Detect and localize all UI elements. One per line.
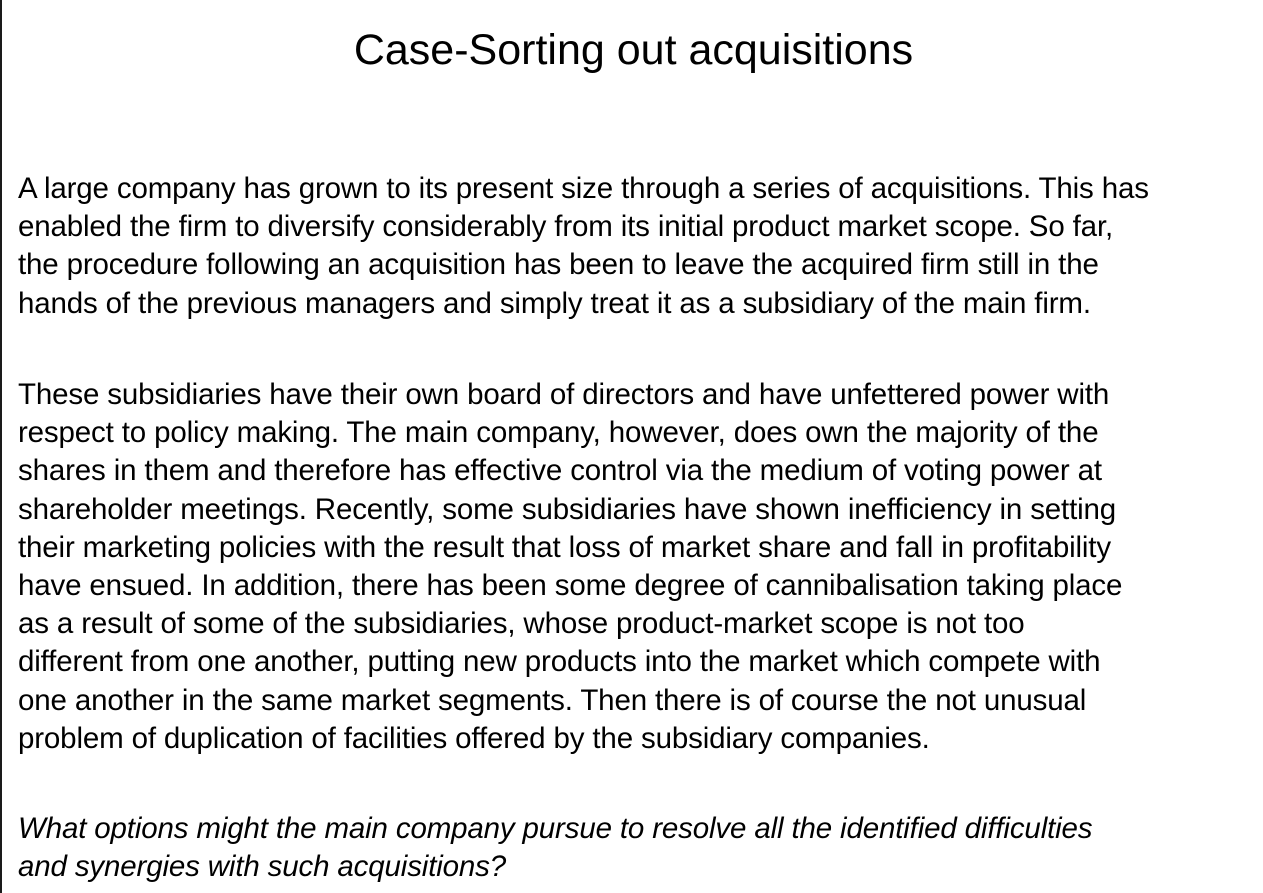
paragraph-line: their marketing policies with the result… [18, 530, 1111, 564]
paragraph-line: These subsidiaries have their own board … [18, 378, 1110, 411]
question-line: What options might the main company purs… [18, 812, 1093, 845]
paragraph-line: as a result of some of the subsidiaries,… [18, 607, 1025, 641]
question-line: and synergies with such acquisitions? [18, 850, 507, 884]
paragraph-line: problem of duplication of facilities off… [18, 721, 930, 755]
paragraph-line: shareholder meetings. Recently, some sub… [18, 492, 1117, 526]
slide-title: Case-Sorting out acquisitions [353, 26, 914, 74]
paragraph-line: shares in them and therefore has effecti… [18, 454, 1102, 488]
paragraph-problems: These subsidiaries have their own board … [18, 376, 1254, 758]
paragraph-line: hands of the previous managers and simpl… [18, 286, 1091, 320]
paragraph-line: enabled the firm to diversify considerab… [18, 210, 1114, 244]
paragraph-line: different from one another, putting new … [18, 645, 1101, 679]
paragraph-background: A large company has grown to its present… [18, 170, 1254, 323]
discussion-question: What options might the main company purs… [18, 810, 1254, 886]
paragraph-line: the procedure following an acquisition h… [18, 248, 1099, 282]
paragraph-line: one another in the same market segments.… [18, 683, 1087, 717]
paragraph-line: A large company has grown to its present… [18, 172, 1149, 205]
paragraph-line: have ensued. In addition, there has been… [18, 569, 1123, 603]
paragraph-line: respect to policy making. The main compa… [18, 416, 1099, 450]
